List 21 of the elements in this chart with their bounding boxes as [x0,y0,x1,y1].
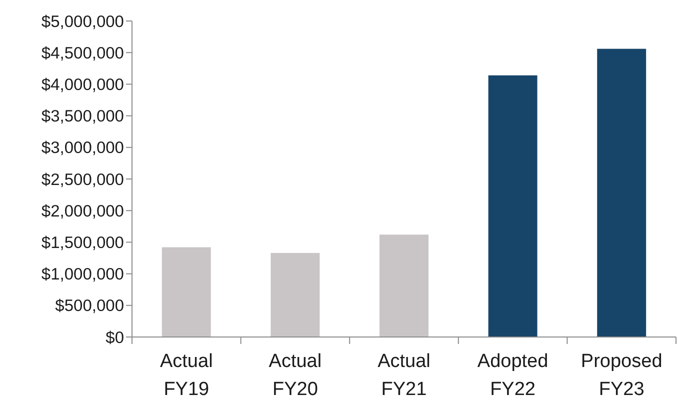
y-tick-label: $2,500,000 [41,170,124,189]
y-tick-label: $4,500,000 [41,44,124,62]
y-tick-label: $3,000,000 [41,139,124,158]
y-tick-label: $1,500,000 [41,234,124,252]
bar [597,48,646,337]
x-tick-label: Proposed FY23 [580,351,662,400]
y-tick-label: $500,000 [55,297,124,316]
y-tick-label: $5,000,000 [41,12,124,31]
y-tick-label: $0 [106,328,124,347]
x-tick-label: Actual FY21 [378,351,430,400]
y-tick-label: $1,000,000 [41,266,124,284]
y-tick-label: $2,000,000 [41,202,124,220]
x-tick-label: Actual FY19 [160,351,213,400]
x-tick-label: Actual FY20 [268,351,322,400]
bar [380,234,428,337]
bar [162,247,211,337]
y-tick-label: $3,500,000 [41,108,124,126]
y-tick-label: $4,000,000 [41,76,124,94]
bar [488,75,538,337]
x-tick-label: Adopted FY22 [477,351,548,400]
bar [270,252,320,337]
